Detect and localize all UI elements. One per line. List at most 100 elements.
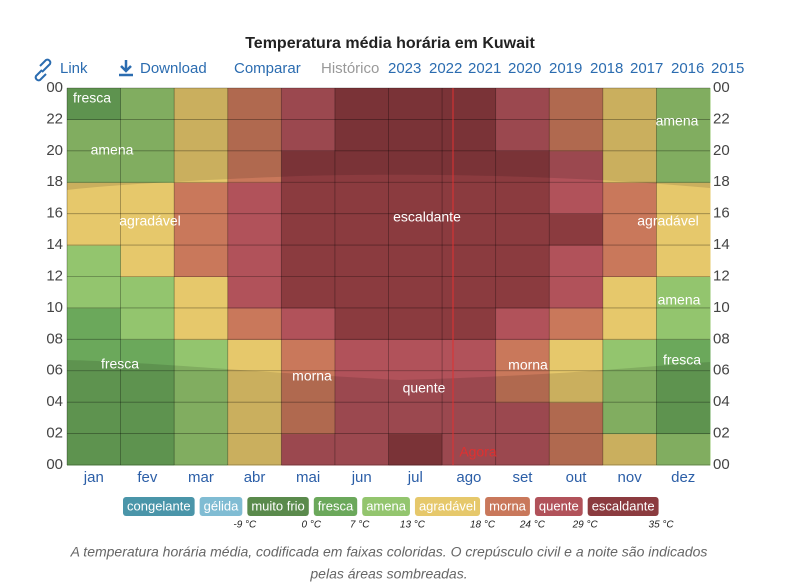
cell bbox=[281, 339, 336, 372]
cell bbox=[656, 433, 711, 466]
band-label: amena bbox=[656, 113, 699, 129]
cell bbox=[281, 182, 336, 215]
nav-link[interactable]: Link bbox=[60, 60, 88, 77]
y-tick-label: 22 bbox=[46, 110, 63, 127]
cell bbox=[656, 88, 711, 120]
cell bbox=[656, 339, 711, 372]
night-shade bbox=[67, 88, 710, 465]
y2-tick-label: 04 bbox=[713, 393, 730, 410]
cell bbox=[549, 276, 604, 309]
cell bbox=[388, 119, 443, 152]
cell bbox=[67, 307, 122, 340]
axes: 00 00 02 02 04 04 06 06 08 08 10 10 12 12 14 14 16 16 18 18… bbox=[46, 79, 729, 486]
cell bbox=[495, 88, 550, 120]
cell bbox=[67, 402, 122, 435]
legend-item: congelante bbox=[123, 497, 195, 516]
cell bbox=[388, 276, 443, 309]
cell bbox=[495, 213, 550, 246]
cell bbox=[442, 433, 497, 466]
legend-label: amena bbox=[366, 498, 407, 513]
cell bbox=[442, 182, 497, 215]
y-tick-label: 14 bbox=[46, 236, 63, 253]
cell bbox=[388, 245, 443, 277]
cell bbox=[388, 433, 443, 466]
nav-link[interactable]: Histórico bbox=[321, 60, 379, 77]
cell bbox=[602, 402, 657, 435]
legend-item: quente bbox=[534, 497, 583, 516]
cell bbox=[549, 370, 604, 403]
legend-swatch bbox=[534, 497, 583, 516]
threshold-label: 24 °C bbox=[519, 520, 546, 531]
nav-link[interactable]: 2017 bbox=[630, 60, 663, 77]
nav-link[interactable]: 2016 bbox=[671, 60, 704, 77]
cell bbox=[656, 119, 711, 152]
cell bbox=[67, 339, 122, 372]
nav-link[interactable]: 2020 bbox=[508, 60, 541, 77]
x-tick-label: jan bbox=[83, 469, 104, 486]
cell bbox=[656, 245, 711, 277]
nav-link[interactable]: 2015 bbox=[711, 60, 744, 77]
cell bbox=[227, 119, 282, 152]
band-label: agradável bbox=[637, 213, 699, 229]
nav-link[interactable]: 2021 bbox=[468, 60, 501, 77]
nav-link[interactable]: 2019 bbox=[549, 60, 582, 77]
legend: congelante gélida muito frio fresca amena agr… bbox=[123, 497, 674, 531]
y-tick-label: 06 bbox=[46, 362, 63, 379]
nav-link[interactable]: 2022 bbox=[429, 60, 462, 77]
cell bbox=[334, 88, 389, 120]
cell bbox=[120, 307, 175, 340]
cell bbox=[227, 88, 282, 120]
cell bbox=[67, 88, 122, 120]
nav-bar: Link Download Comparar Histórico 2023 2022 202… bbox=[34, 58, 744, 82]
cell bbox=[120, 213, 175, 246]
band-label: morna bbox=[508, 357, 548, 373]
cell bbox=[334, 307, 389, 340]
cell bbox=[120, 276, 175, 309]
cell bbox=[549, 339, 604, 372]
threshold-label: 13 °C bbox=[400, 520, 426, 531]
y2-tick-label: 02 bbox=[713, 425, 730, 442]
cell bbox=[549, 245, 604, 277]
cell bbox=[174, 213, 229, 246]
cell bbox=[442, 339, 497, 372]
y-tick-label: 04 bbox=[46, 393, 63, 410]
cell bbox=[281, 307, 336, 340]
nav-link[interactable]: 2023 bbox=[388, 60, 421, 77]
nav-link[interactable]: Comparar bbox=[234, 60, 301, 77]
nav-link[interactable]: 2018 bbox=[590, 60, 623, 77]
cell bbox=[495, 182, 550, 215]
legend-label: gélida bbox=[204, 498, 239, 513]
cell bbox=[174, 245, 229, 277]
y2-tick-label: 14 bbox=[713, 236, 730, 253]
cell bbox=[67, 182, 122, 215]
cell bbox=[549, 88, 604, 120]
x-tick-label: out bbox=[566, 469, 588, 486]
cell bbox=[281, 213, 336, 246]
y-tick-label: 02 bbox=[46, 425, 63, 442]
cell bbox=[495, 370, 550, 403]
nav-link[interactable]: Download bbox=[140, 60, 207, 77]
cell bbox=[281, 276, 336, 309]
x-tick-label: jul bbox=[407, 469, 423, 486]
cell bbox=[120, 433, 175, 466]
x-tick-label: nov bbox=[618, 469, 643, 486]
threshold-label: 7 °C bbox=[350, 520, 370, 531]
cell bbox=[120, 370, 175, 403]
cell bbox=[656, 150, 711, 183]
legend-item: muito frio bbox=[247, 497, 309, 516]
threshold-label: 35 °C bbox=[649, 520, 675, 531]
cell bbox=[495, 276, 550, 309]
cell bbox=[227, 182, 282, 215]
cell bbox=[227, 150, 282, 183]
cell bbox=[549, 402, 604, 435]
cell bbox=[549, 213, 604, 246]
cell bbox=[388, 339, 443, 372]
x-tick-label: abr bbox=[244, 469, 266, 486]
cell bbox=[174, 307, 229, 340]
cell bbox=[656, 182, 711, 215]
cell bbox=[602, 433, 657, 466]
cell bbox=[120, 339, 175, 372]
cell bbox=[442, 88, 497, 120]
legend-swatch bbox=[362, 497, 410, 516]
y2-tick-label: 00 bbox=[713, 79, 730, 96]
